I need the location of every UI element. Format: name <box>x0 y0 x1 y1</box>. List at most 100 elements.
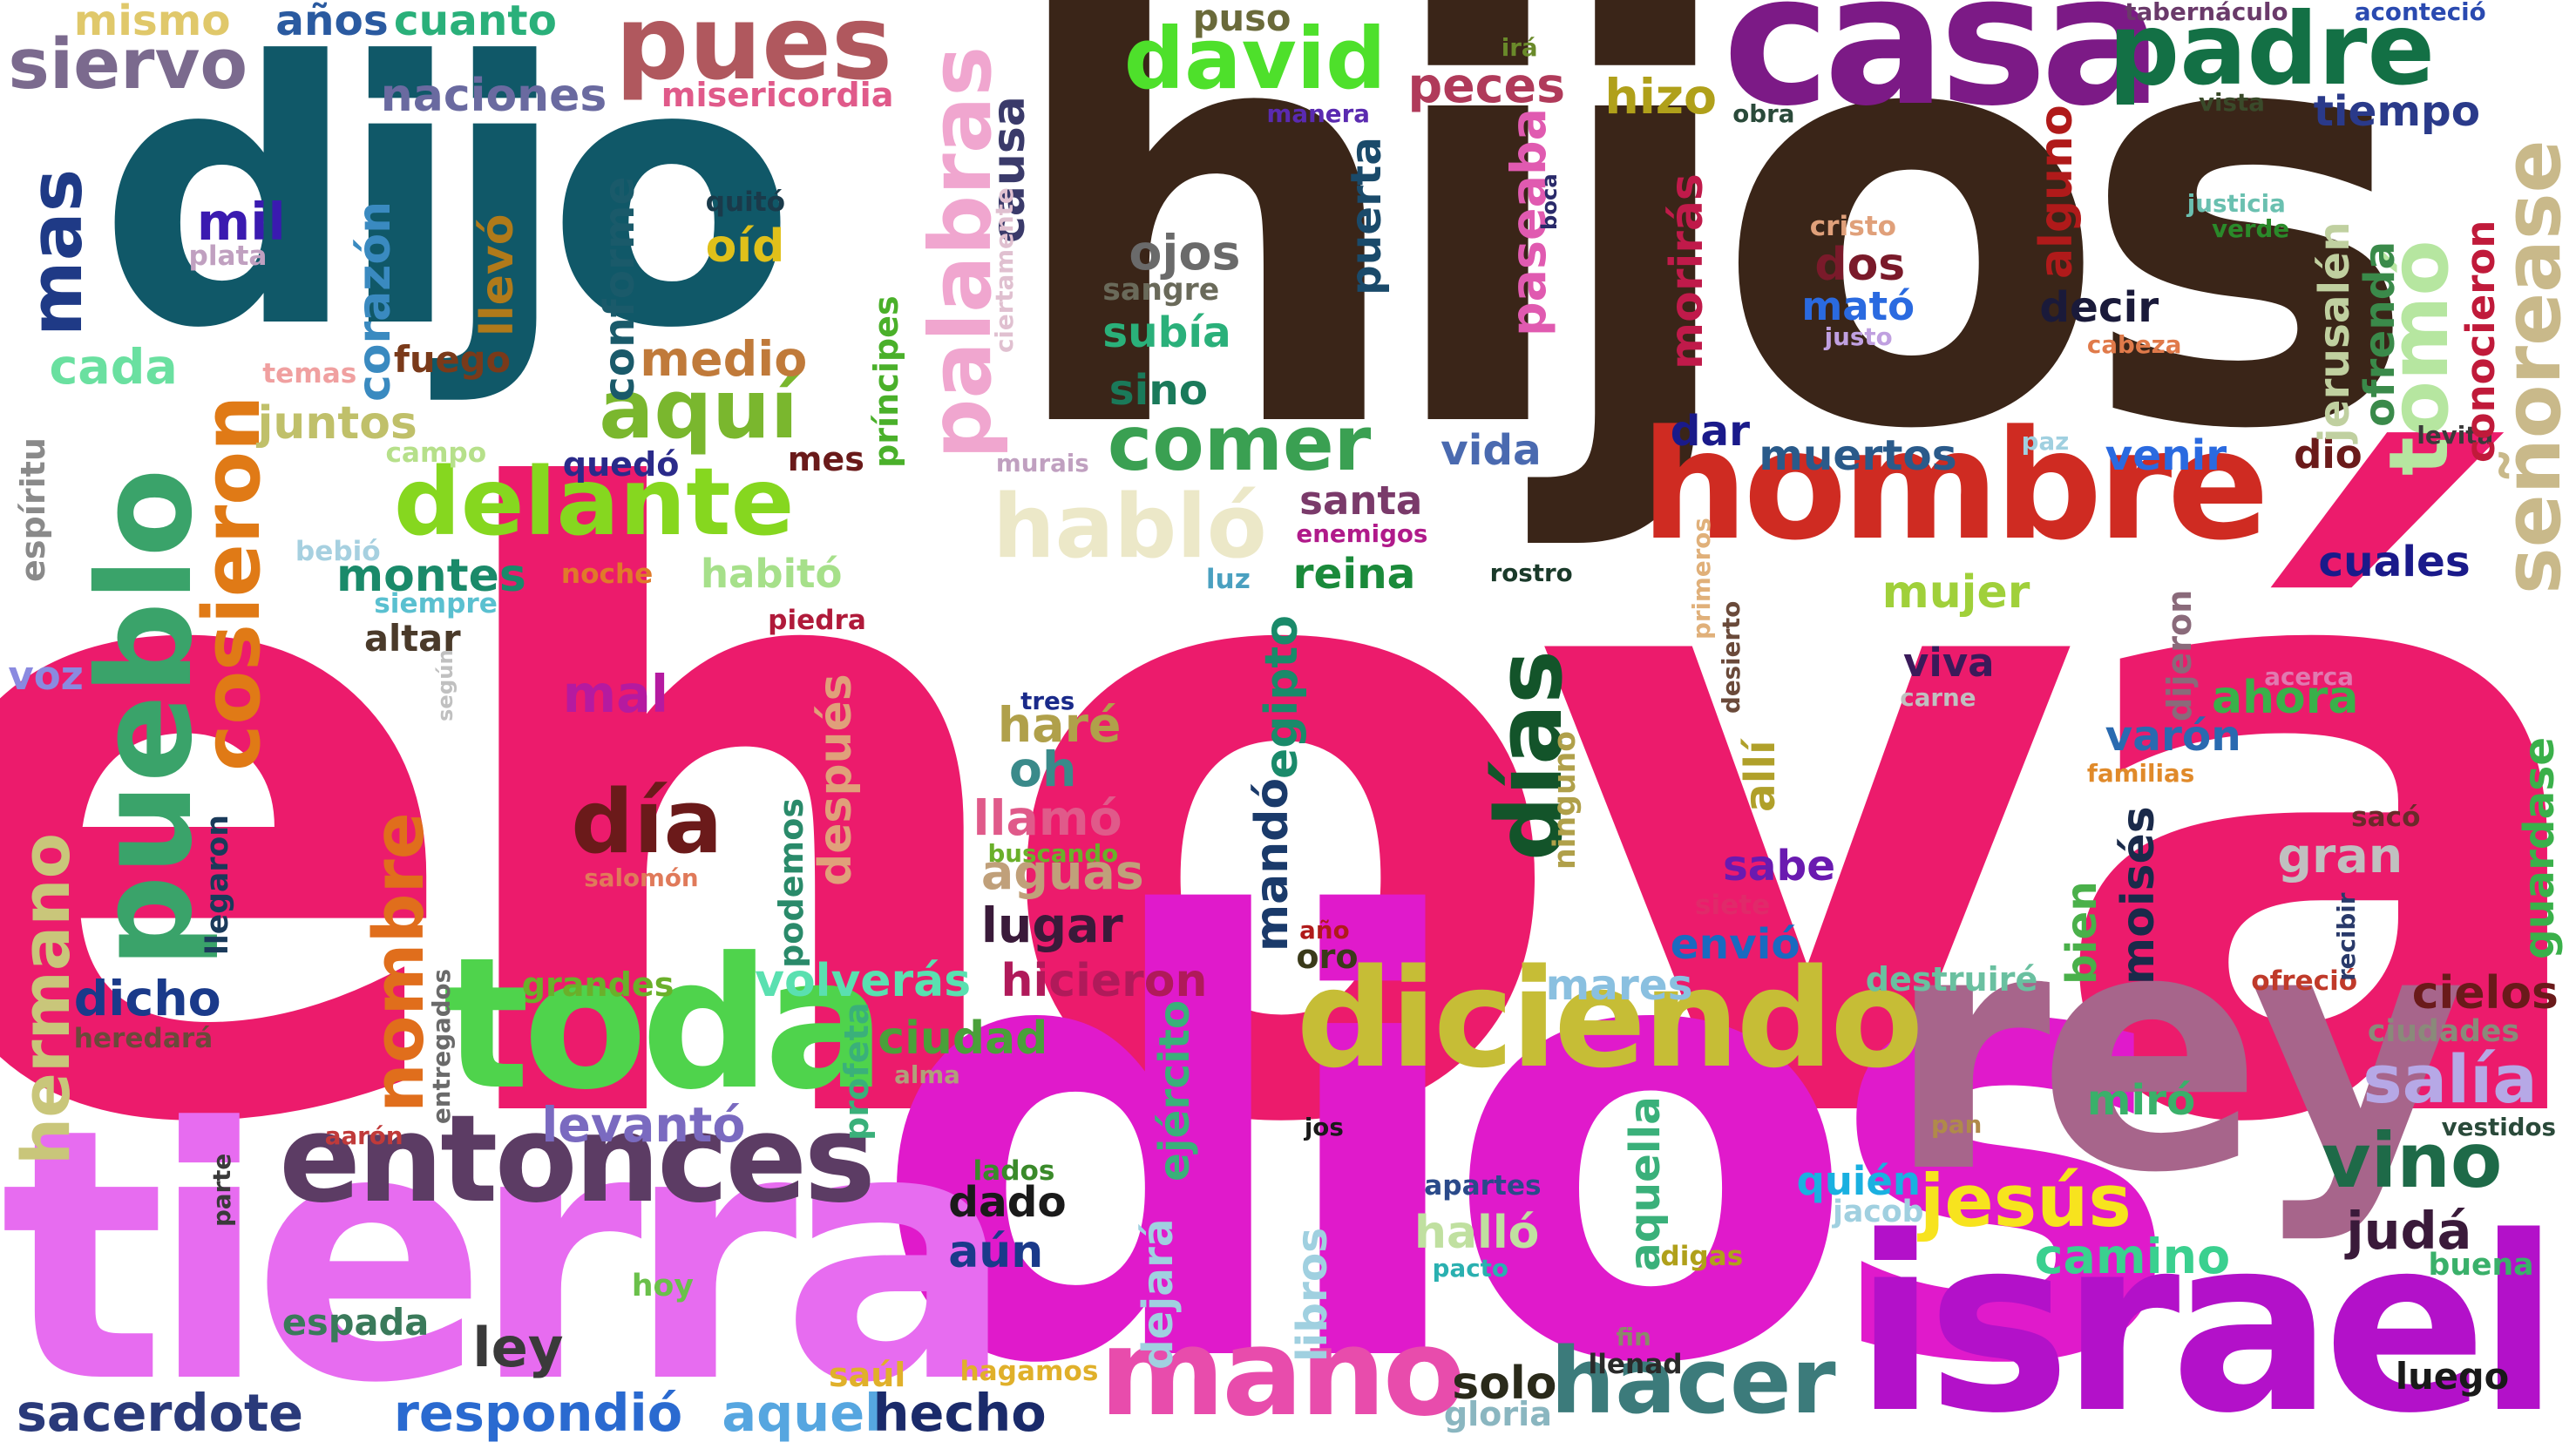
word: mandó <box>1245 777 1298 952</box>
word: alma <box>894 1060 960 1090</box>
word: heredará <box>73 1022 214 1054</box>
word: salomón <box>584 863 699 893</box>
word: tiempo <box>2313 86 2481 136</box>
word: vida <box>1441 426 1542 476</box>
word: sacerdote <box>16 1382 304 1443</box>
word: voz <box>8 653 84 700</box>
word: gran <box>2277 829 2403 885</box>
word: salía <box>2362 1040 2538 1119</box>
word: desierto <box>1717 600 1746 714</box>
word: familias <box>2086 758 2195 788</box>
word: mató <box>1801 283 1915 330</box>
word: aún <box>948 1226 1044 1279</box>
word: comer <box>1107 400 1372 488</box>
word: irá <box>1501 33 1538 63</box>
word: ciertamente <box>990 187 1020 353</box>
word: medio <box>640 331 808 388</box>
word: hacer <box>1550 1329 1836 1435</box>
word: día <box>571 771 723 874</box>
word: ahora <box>2212 671 2359 724</box>
word: allí <box>1735 740 1785 812</box>
word: ley <box>472 1315 564 1379</box>
word: aquella <box>1620 1096 1670 1272</box>
word: mes <box>787 440 864 479</box>
word: año <box>1299 916 1350 945</box>
word: pan <box>1931 1109 1983 1139</box>
word: vista <box>2198 87 2265 117</box>
word: libros <box>1287 1227 1337 1362</box>
word: juntos <box>257 397 417 450</box>
word: cristo <box>1809 210 1897 242</box>
word: saúl <box>828 1355 906 1394</box>
word: boca <box>1536 173 1563 230</box>
word: sacó <box>2351 801 2421 833</box>
word: hicieron <box>1000 955 1208 1008</box>
word: rey <box>1887 857 2466 1245</box>
word: decir <box>2039 283 2159 333</box>
word: dos <box>1814 238 1906 291</box>
word: pacto <box>1432 1254 1508 1283</box>
word: buena <box>2428 1247 2534 1283</box>
word: mujer <box>1881 566 2030 620</box>
word: digas <box>1660 1241 1744 1273</box>
word: cielos <box>2411 966 2559 1019</box>
word: pues <box>615 0 893 103</box>
word: diciendo <box>1296 939 1923 1099</box>
word: espada <box>281 1300 430 1344</box>
word: acerca <box>2264 661 2354 691</box>
word: noche <box>560 558 654 590</box>
word: entregados <box>427 968 457 1124</box>
word: quién <box>1796 1158 1921 1205</box>
word: dejará <box>1133 1218 1183 1371</box>
word: mares <box>1545 961 1693 1011</box>
word: aconteció <box>2354 0 2486 26</box>
word: profeta <box>837 1001 876 1141</box>
word: hijos <box>1000 0 2420 555</box>
word: recibir <box>2332 892 2362 981</box>
word: corazón <box>348 201 401 403</box>
word: justicia <box>2186 189 2286 219</box>
word: guardase <box>2515 737 2565 960</box>
word: conforme <box>595 176 645 403</box>
word: cuanto <box>393 0 557 45</box>
word: miró <box>2086 1075 2196 1125</box>
word: mil <box>196 191 286 252</box>
word: llegaron <box>200 814 236 955</box>
word: después <box>809 674 862 886</box>
word: quitó <box>705 186 786 218</box>
word: aguas <box>980 845 1144 902</box>
word: hagamos <box>959 1355 1099 1387</box>
word: entonces <box>279 1088 876 1230</box>
word: halló <box>1413 1206 1540 1259</box>
word: verde <box>2212 213 2290 243</box>
word: lados <box>973 1155 1055 1188</box>
word: luz <box>1205 563 1251 595</box>
word: cada <box>49 340 178 396</box>
word: según <box>431 649 458 722</box>
word: parte <box>207 1154 236 1228</box>
word: respondió <box>393 1382 683 1443</box>
word: años <box>275 0 389 45</box>
word: solo <box>1452 1357 1557 1410</box>
word: quedó <box>562 445 680 484</box>
word: tabernáculo <box>2125 0 2288 26</box>
word: obra <box>1732 98 1795 128</box>
word: alguno <box>2030 105 2083 280</box>
word: manera <box>1266 98 1370 128</box>
word: siervo <box>8 23 248 105</box>
word: egipto <box>1255 615 1308 780</box>
word: príncipes <box>866 295 905 468</box>
word: aquel <box>722 1382 883 1443</box>
word: grandes <box>521 965 675 1004</box>
word: hecho <box>872 1382 1047 1443</box>
word: aarón <box>324 1121 403 1150</box>
word: sabe <box>1722 841 1836 890</box>
word: rostro <box>1489 558 1573 587</box>
word: ofrenda <box>2356 240 2405 427</box>
word: buscando <box>987 838 1119 868</box>
word: vestidos <box>2441 1113 2557 1142</box>
word: israel <box>1854 1185 2560 1449</box>
word: podemos <box>771 797 810 968</box>
word: aquí <box>599 362 798 457</box>
